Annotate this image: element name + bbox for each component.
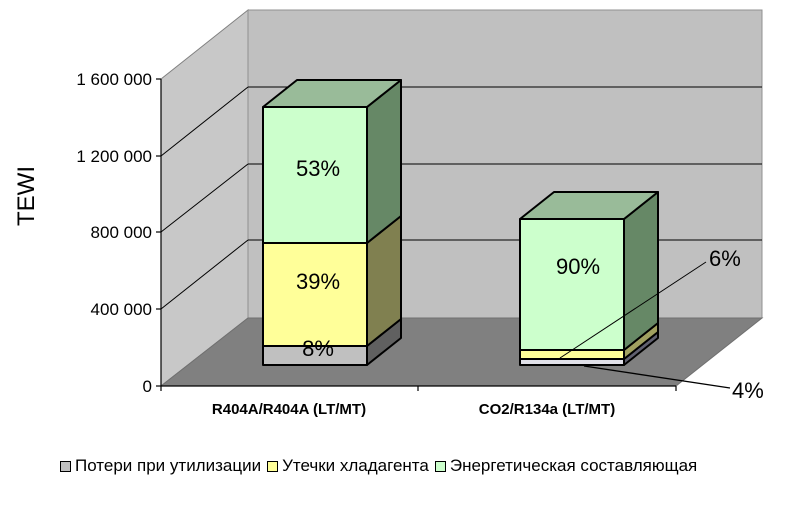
legend: Потери при утилизации Утечки хладагента …: [60, 455, 703, 477]
data-label: 39%: [296, 269, 340, 294]
bar-top: [262, 79, 402, 108]
data-label: 4%: [732, 378, 764, 403]
floor: [159, 317, 764, 387]
legend-label: Энергетическая составляющая: [449, 456, 698, 475]
leader-line: [559, 261, 707, 359]
segment-leak: [519, 349, 625, 360]
segment-energy: [519, 218, 625, 351]
y-tick-label: 1 200 000: [76, 147, 152, 166]
category-label: R404A/R404A (LT/MT): [212, 401, 366, 418]
legend-swatch-gray: [60, 460, 71, 472]
legend-item-leak: Утечки хладагента: [267, 456, 429, 476]
data-label: 8%: [302, 336, 334, 361]
legend-label: Утечки хладагента: [282, 456, 429, 475]
legend-item-energy: Энергетическая составляющая: [434, 456, 698, 476]
leader-line: [583, 365, 731, 389]
legend-item-disposal: Потери при утилизации: [60, 456, 261, 476]
x-axis: [160, 385, 677, 391]
data-label: 90%: [556, 254, 600, 279]
legend-swatch-green: [434, 460, 446, 472]
y-tick-label: 800 000: [91, 223, 152, 242]
y-axis-title: TEWI: [13, 166, 40, 226]
y-tick-label: 0: [143, 377, 152, 396]
data-label: 6%: [709, 246, 741, 271]
data-label: 53%: [296, 156, 340, 181]
segment-leak: [262, 242, 368, 347]
bar-r404a: [262, 79, 402, 366]
legend-label: Потери при утилизации: [75, 456, 262, 475]
segment-energy: [262, 106, 368, 244]
segment-energy-side: [366, 79, 402, 244]
y-tick-label: 1 600 000: [76, 70, 152, 89]
y-axis: [156, 78, 162, 387]
legend-swatch-yellow: [267, 460, 279, 472]
bar-top: [519, 191, 659, 220]
y-tick-label: 400 000: [91, 300, 152, 319]
category-label: CO2/R134a (LT/MT): [479, 401, 615, 418]
